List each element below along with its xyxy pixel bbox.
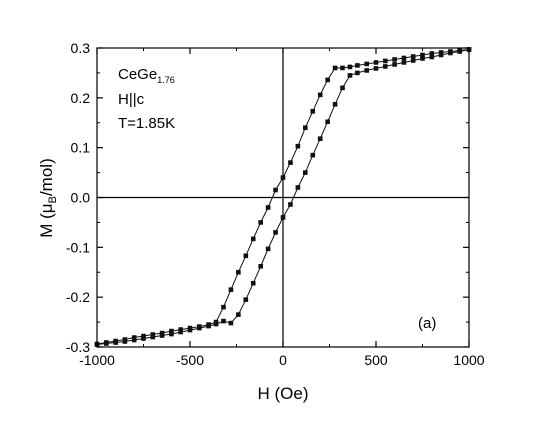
- data-point: [169, 328, 174, 334]
- data-point: [317, 92, 323, 98]
- x-tick-label: 1000: [453, 352, 484, 368]
- y-tick-label: 0.2: [71, 90, 91, 106]
- series-2: [94, 47, 472, 347]
- data-point: [383, 64, 388, 69]
- data-point: [310, 152, 316, 158]
- data-point: [150, 332, 156, 337]
- data-point: [438, 50, 444, 55]
- field-direction-label: H||c: [118, 91, 145, 108]
- data-point: [250, 236, 256, 242]
- data-point: [295, 185, 301, 190]
- data-point: [420, 56, 425, 61]
- data-point: [347, 64, 353, 70]
- y-axis-title: M (μB/mol): [37, 158, 59, 237]
- data-point: [250, 280, 256, 286]
- data-point: [410, 58, 416, 63]
- y-tick-label: -0.1: [66, 239, 90, 255]
- y-tick-label: 0.3: [71, 40, 91, 56]
- data-point: [355, 70, 360, 76]
- data-point: [448, 50, 453, 56]
- data-point: [159, 333, 165, 338]
- data-point: [325, 119, 330, 125]
- y-tick-label: -0.3: [66, 339, 90, 355]
- data-point: [178, 329, 183, 335]
- data-point: [347, 73, 353, 78]
- data-point: [221, 304, 226, 310]
- data-point: [150, 334, 156, 340]
- data-point: [131, 335, 137, 340]
- y-tick-label: -0.2: [66, 289, 90, 305]
- data-point: [197, 325, 202, 331]
- data-point: [364, 61, 369, 67]
- data-point: [265, 205, 271, 210]
- data-point: [438, 52, 444, 58]
- data-point: [236, 312, 241, 317]
- data-point: [332, 65, 338, 71]
- data-point: [373, 60, 379, 65]
- data-point: [169, 331, 174, 337]
- data-point: [355, 63, 360, 68]
- data-point: [457, 49, 462, 54]
- x-tick-label: 0: [279, 352, 287, 368]
- y-tick-label: 0.0: [71, 190, 91, 206]
- data-point: [243, 297, 249, 302]
- data-point: [383, 58, 388, 64]
- data-point: [325, 77, 330, 83]
- data-point: [187, 327, 193, 333]
- data-point: [113, 340, 118, 345]
- data-point: [364, 68, 369, 73]
- data-point: [141, 333, 146, 339]
- data-point: [131, 337, 137, 343]
- data-point: [228, 320, 234, 326]
- data-point: [401, 55, 407, 61]
- data-point: [221, 318, 226, 324]
- data-point: [340, 65, 345, 71]
- data-point: [295, 143, 301, 149]
- data-point: [122, 339, 128, 344]
- x-tick-label: -500: [176, 352, 204, 368]
- data-point: [332, 102, 338, 107]
- data-point: [401, 60, 407, 65]
- x-tick-label: -1000: [79, 352, 115, 368]
- data-point: [340, 85, 345, 91]
- data-point: [429, 54, 435, 60]
- data-point: [178, 327, 183, 332]
- x-tick-label: 500: [364, 352, 388, 368]
- data-point: [243, 253, 249, 259]
- data-point: [392, 57, 397, 62]
- data-point: [280, 175, 286, 180]
- panel-label: (a): [418, 315, 436, 332]
- data-point: [236, 269, 241, 275]
- data-point: [288, 160, 293, 165]
- data-point: [206, 323, 211, 329]
- data-point: [258, 263, 263, 269]
- data-point: [141, 336, 146, 341]
- data-point: [258, 220, 263, 225]
- data-point: [420, 52, 425, 58]
- data-point: [273, 187, 278, 193]
- x-axis-title: H (Oe): [258, 384, 309, 403]
- data-point: [280, 215, 286, 220]
- data-point: [104, 341, 109, 346]
- data-point: [429, 51, 435, 56]
- data-point: [303, 125, 308, 131]
- compound-label: CeGe1.76: [118, 66, 175, 85]
- data-point: [228, 287, 234, 292]
- data-point: [392, 62, 397, 67]
- data-point: [410, 54, 416, 59]
- data-point: [265, 246, 271, 252]
- data-point: [213, 321, 219, 327]
- data-point: [159, 330, 165, 336]
- temperature-label: T=1.85K: [118, 115, 175, 132]
- data-point: [310, 108, 316, 114]
- data-point: [288, 202, 293, 207]
- data-point: [273, 230, 278, 235]
- data-point: [317, 136, 323, 141]
- data-point: [303, 170, 308, 175]
- y-tick-label: 0.1: [71, 140, 91, 156]
- data-point: [373, 66, 379, 71]
